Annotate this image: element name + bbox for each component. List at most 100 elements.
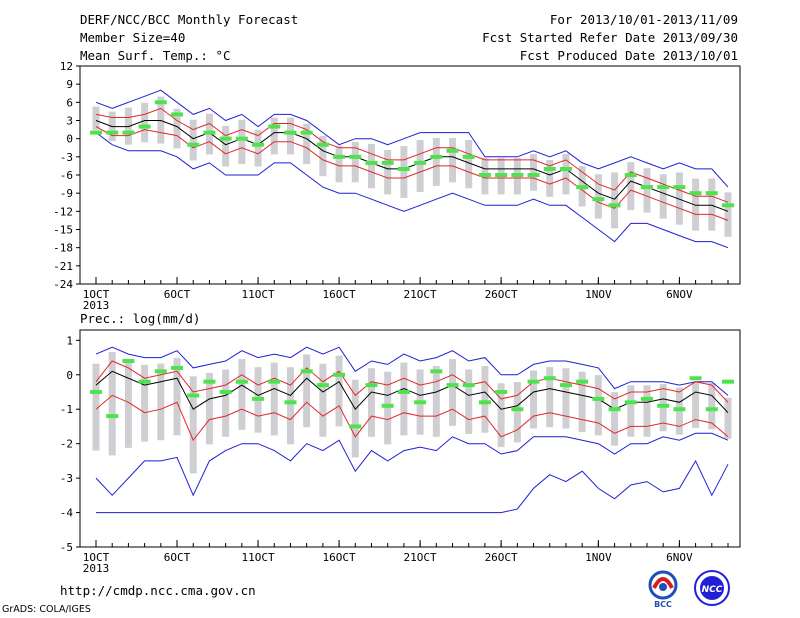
ensemble-spread-bar [594,174,602,219]
observed-marker [349,424,362,429]
observed-marker [381,160,394,165]
x-tick-label: 6OCT [164,551,191,564]
observed-marker [235,379,248,384]
ensemble-spread-bar [578,371,586,432]
observed-marker [640,185,653,190]
outer-lower-line [95,132,729,249]
y-tick-label: -6 [60,169,73,182]
ensemble-spread-bar [449,137,457,183]
observed-marker [122,130,135,135]
fcst-started-date: Fcst Started Refer Date 2013/09/30 [482,30,738,45]
inner-lower-line [95,394,729,442]
observed-marker [446,383,459,388]
y-tick-label: -5 [60,541,73,554]
y-tick-label: 1 [66,334,73,347]
observed-marker [722,203,734,208]
x-tick-label: 11OCT [241,551,274,564]
ensemble-spread-bar [286,117,294,155]
observed-marker [495,390,508,394]
observed-marker [235,136,248,141]
ensemble-spread-bar [643,168,651,213]
website-link[interactable]: http://cmdp.ncc.cma.gov.cn [60,583,256,598]
ensemble-spread-bar [384,371,392,445]
observed-marker [284,130,297,135]
observed-marker [478,400,491,405]
ensemble-spread-bar [238,359,246,430]
inner-upper-line [95,360,729,403]
observed-marker [397,390,410,394]
observed-marker [316,383,329,388]
observed-marker [138,124,151,129]
observed-marker [300,130,313,135]
ensemble-spread-bar [141,364,149,442]
y-tick-label: -24 [53,278,73,291]
ensemble-spread-bar [367,368,375,437]
ensemble-spread-bar [611,172,619,229]
ensemble-spread-bar [546,367,554,428]
x-tick-label: 6NOV [666,551,693,564]
observed-marker [268,379,281,384]
ensemble-spread-bar [108,352,116,456]
y-tick-label: -9 [60,187,73,200]
observed-marker [397,166,410,171]
observed-marker [624,400,637,405]
x-tick-label: 21OCT [404,551,437,564]
y-tick-label: 3 [66,115,73,128]
observed-marker [559,166,572,171]
observed-marker [203,130,216,135]
y-tick-label: -12 [53,205,73,218]
x-tick-label: 21OCT [404,288,437,301]
y-tick-label: -15 [53,224,73,237]
observed-marker [90,390,102,394]
y-tick-label: -1 [60,403,73,416]
ensemble-spread-bar [351,141,359,183]
ensemble-spread-bar [546,160,554,197]
observed-marker [511,173,524,177]
ensemble-spread-bar [643,385,651,437]
forecast-period: For 2013/10/01-2013/11/09 [549,12,738,27]
observed-marker [349,154,362,159]
observed-marker [219,136,232,141]
ensemble-spread-bar [173,108,181,149]
x-tick-label: 26OCT [485,551,518,564]
y-tick-label: 0 [66,133,73,146]
observed-marker [689,376,702,381]
outer-lower-line [95,432,729,497]
ensemble-spread-bar [449,359,457,426]
observed-marker [154,369,167,374]
observed-marker [171,112,184,117]
observed-marker [576,379,589,384]
lower-bound-line [96,459,729,514]
ensemble-spread-bar [724,192,732,237]
ensemble-spread-bar [222,125,230,167]
ensemble-spread-bar [335,355,343,427]
observed-marker [705,191,718,196]
observed-marker [495,173,508,177]
observed-marker [478,173,491,177]
inner-upper-line [95,107,729,203]
ensemble-spread-bar [173,357,181,436]
outer-upper-line [95,89,729,188]
observed-marker [592,396,605,401]
ensemble-spread-bar [562,153,570,195]
observed-marker [106,414,119,419]
observed-marker [90,130,102,135]
observed-marker [252,396,265,401]
x-tick-label: 6NOV [666,288,693,301]
y-tick-label: -3 [60,151,73,164]
inner-lower-line [95,126,729,221]
ensemble-spread-bar [675,172,683,225]
ensemble-spread-bar [708,382,716,430]
ensemble-spread-bar [270,362,278,436]
ensemble-spread-bar [416,140,424,192]
x-tick-label: 16OCT [323,551,356,564]
observed-marker [527,173,540,177]
fcst-produced-date: Fcst Produced Date 2013/10/01 [519,48,738,63]
ensemble-spread-bar [270,117,278,155]
ensemble-spread-bar [562,368,570,429]
ensemble-spread-bar [465,140,473,189]
y-tick-label: -2 [60,438,73,451]
panel-frame-1 [79,65,741,285]
observed-marker [657,403,670,408]
